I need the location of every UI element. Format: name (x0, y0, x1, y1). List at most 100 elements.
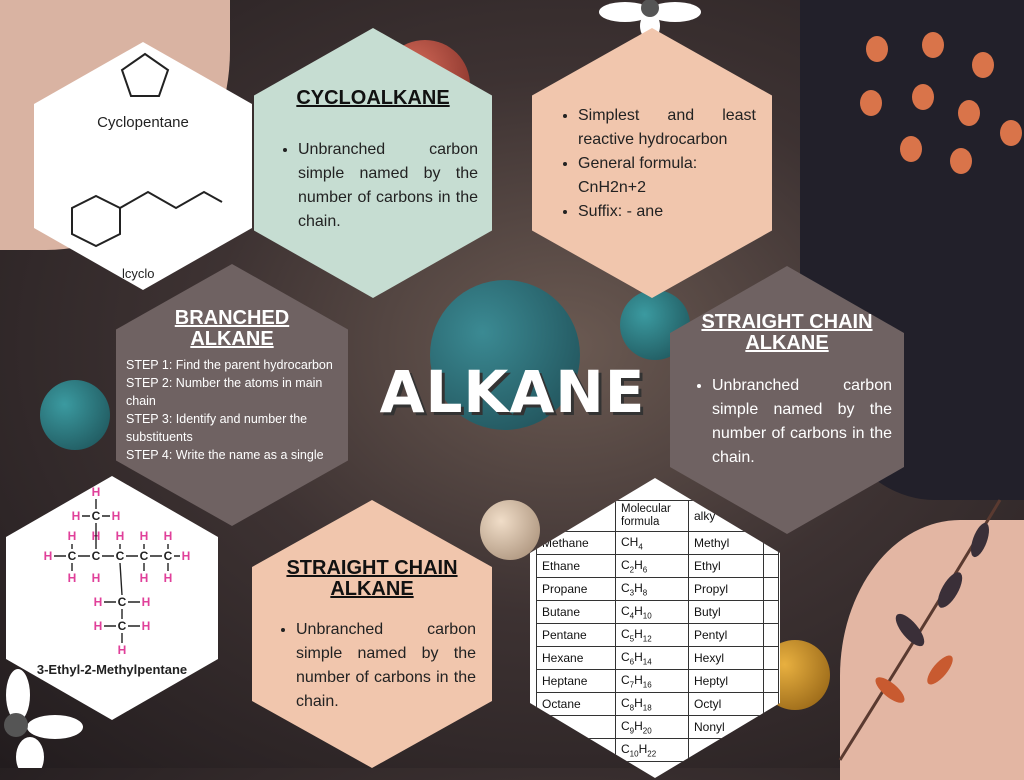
svg-text:H: H (140, 571, 149, 585)
table-cell (688, 738, 764, 762)
cycloalkane-bullet: Unbranched carbon simple named by the nu… (298, 138, 478, 234)
butylcyclohexane-structure-icon (71, 190, 223, 248)
orange-dot (922, 32, 944, 58)
orange-dot (950, 148, 972, 174)
table-cell (763, 669, 779, 693)
table-cell: Butane (536, 600, 616, 624)
branched-step: STEP 2: Number the atoms in main chain (126, 376, 323, 408)
svg-text:H: H (92, 485, 101, 499)
svg-text:C: C (164, 549, 173, 563)
svg-text:H: H (112, 509, 121, 523)
table-cell: Heptane (536, 669, 616, 693)
table-row: Hexane C6H14 Hexyl (536, 646, 779, 670)
table-row: Butane C4H10 Butyl (536, 600, 779, 624)
table-cell: Propyl (688, 577, 764, 601)
straight-bottom-title-line1: STRAIGHT CHAIN (286, 557, 458, 579)
cycloalkane-body: Unbranched carbon simple named by the nu… (278, 138, 478, 234)
cyclopentane-label: Cyclopentane (97, 114, 189, 131)
table-row: Methane CH4 Methyl (536, 531, 779, 555)
table-row: Octane C8H18 Octyl (536, 692, 779, 716)
methylpentane-label: 3-Ethyl-2-Methylpentane (36, 662, 188, 677)
alkane-info-bullet: General formula: CnH2n+2 (578, 152, 756, 200)
svg-text:H: H (72, 509, 81, 523)
svg-text:C: C (140, 549, 149, 563)
table-cell: Pentane (536, 623, 616, 647)
page-title: ALKANE (379, 358, 646, 426)
table-cell (763, 600, 779, 624)
straight-right-title-line2: ALKANE (745, 332, 829, 354)
svg-text:H: H (68, 529, 77, 543)
alkane-info-body: Simplest and least reactive hydrocarbon … (558, 104, 756, 224)
straight-chain-bottom-hexagon: STRAIGHT CHAIN ALKANE Unbranched carbon … (252, 500, 492, 768)
straight-right-body: Unbranched carbon simple named by the nu… (692, 374, 892, 470)
table-row: ne C9H20 Nonyl (536, 715, 779, 739)
table-cell: Butyl (688, 600, 764, 624)
leaf-branch-icon (838, 499, 1002, 761)
orange-dot (860, 90, 882, 116)
table-cell (763, 577, 779, 601)
table-cell: C3H8 (615, 577, 689, 601)
table-cell: Ethyl (688, 554, 764, 578)
table-row: Ethane C2H6 Ethyl (536, 554, 779, 578)
table-cell (763, 692, 779, 716)
straight-right-bullet: Unbranched carbon simple named by the nu… (712, 374, 892, 470)
svg-text:H: H (164, 529, 173, 543)
table-cell: Octyl (688, 692, 764, 716)
table-cell: C8H18 (615, 692, 689, 716)
svg-text:C: C (92, 509, 101, 523)
orange-dot (866, 36, 888, 62)
alkane-table: Molecular formula alky Methane CH4 Methyl E… (536, 500, 779, 762)
table-cell: Ethane (536, 554, 616, 578)
table-row: Heptane C7H16 Heptyl (536, 669, 779, 693)
table-row: Propane C3H8 Propyl (536, 577, 779, 601)
table-cell (763, 623, 779, 647)
table-cell: C7H16 (615, 669, 689, 693)
svg-text:C: C (116, 549, 125, 563)
table-cell: C10H22 (615, 738, 689, 762)
svg-text:H: H (44, 549, 53, 563)
alkane-info-hexagon: Simplest and least reactive hydrocarbon … (532, 28, 772, 298)
svg-text:H: H (118, 643, 127, 657)
svg-text:H: H (94, 595, 103, 609)
table-cell: C2H6 (615, 554, 689, 578)
svg-text:H: H (140, 529, 149, 543)
flower-icon (4, 669, 83, 768)
alkane-info-bullet: Suffix: - ane (578, 200, 756, 224)
orange-dot (972, 52, 994, 78)
table-cell (763, 646, 779, 670)
table-cell: Hexane (536, 646, 616, 670)
table-row: Pentane C5H12 Pentyl (536, 623, 779, 647)
branched-steps: STEP 1: Find the parent hydrocarbon STEP… (126, 356, 342, 464)
orange-dot (912, 84, 934, 110)
orange-dot (958, 100, 980, 126)
svg-text:H: H (164, 571, 173, 585)
cycloalkane-title: CYCLOALKANE (296, 87, 450, 109)
svg-text:H: H (182, 549, 191, 563)
svg-text:H: H (94, 619, 103, 633)
table-cell: Hexyl (688, 646, 764, 670)
straight-bottom-title-line2: ALKANE (330, 578, 414, 600)
molecule-sphere (430, 280, 580, 430)
straight-right-title-line1: STRAIGHT CHAIN (701, 311, 873, 333)
flower-icon (599, 0, 701, 40)
table-cell: C4H10 (615, 600, 689, 624)
svg-text:H: H (92, 571, 101, 585)
branched-step: STEP 4: Write the name as a single (126, 448, 324, 462)
branched-title-line1: BRANCHED (174, 307, 290, 329)
table-cell (536, 738, 616, 762)
table-row: C10H22 (536, 738, 779, 762)
table-cell (763, 531, 779, 555)
svg-text:C: C (118, 595, 127, 609)
branched-step: STEP 1: Find the parent hydrocarbon (126, 358, 333, 372)
branched-step: STEP 3: Identify and number the substitu… (126, 412, 308, 444)
table-cell: CH4 (615, 531, 689, 555)
svg-text:C: C (118, 619, 127, 633)
table-cell: Octane (536, 692, 616, 716)
table-cell: C9H20 (615, 715, 689, 739)
alkane-table-hexagon: Molecular formula alky Methane CH4 Methyl E… (530, 478, 780, 778)
table-cell (763, 738, 779, 762)
partial-label: lcyclo (122, 266, 155, 281)
molecule-sphere (480, 500, 540, 560)
